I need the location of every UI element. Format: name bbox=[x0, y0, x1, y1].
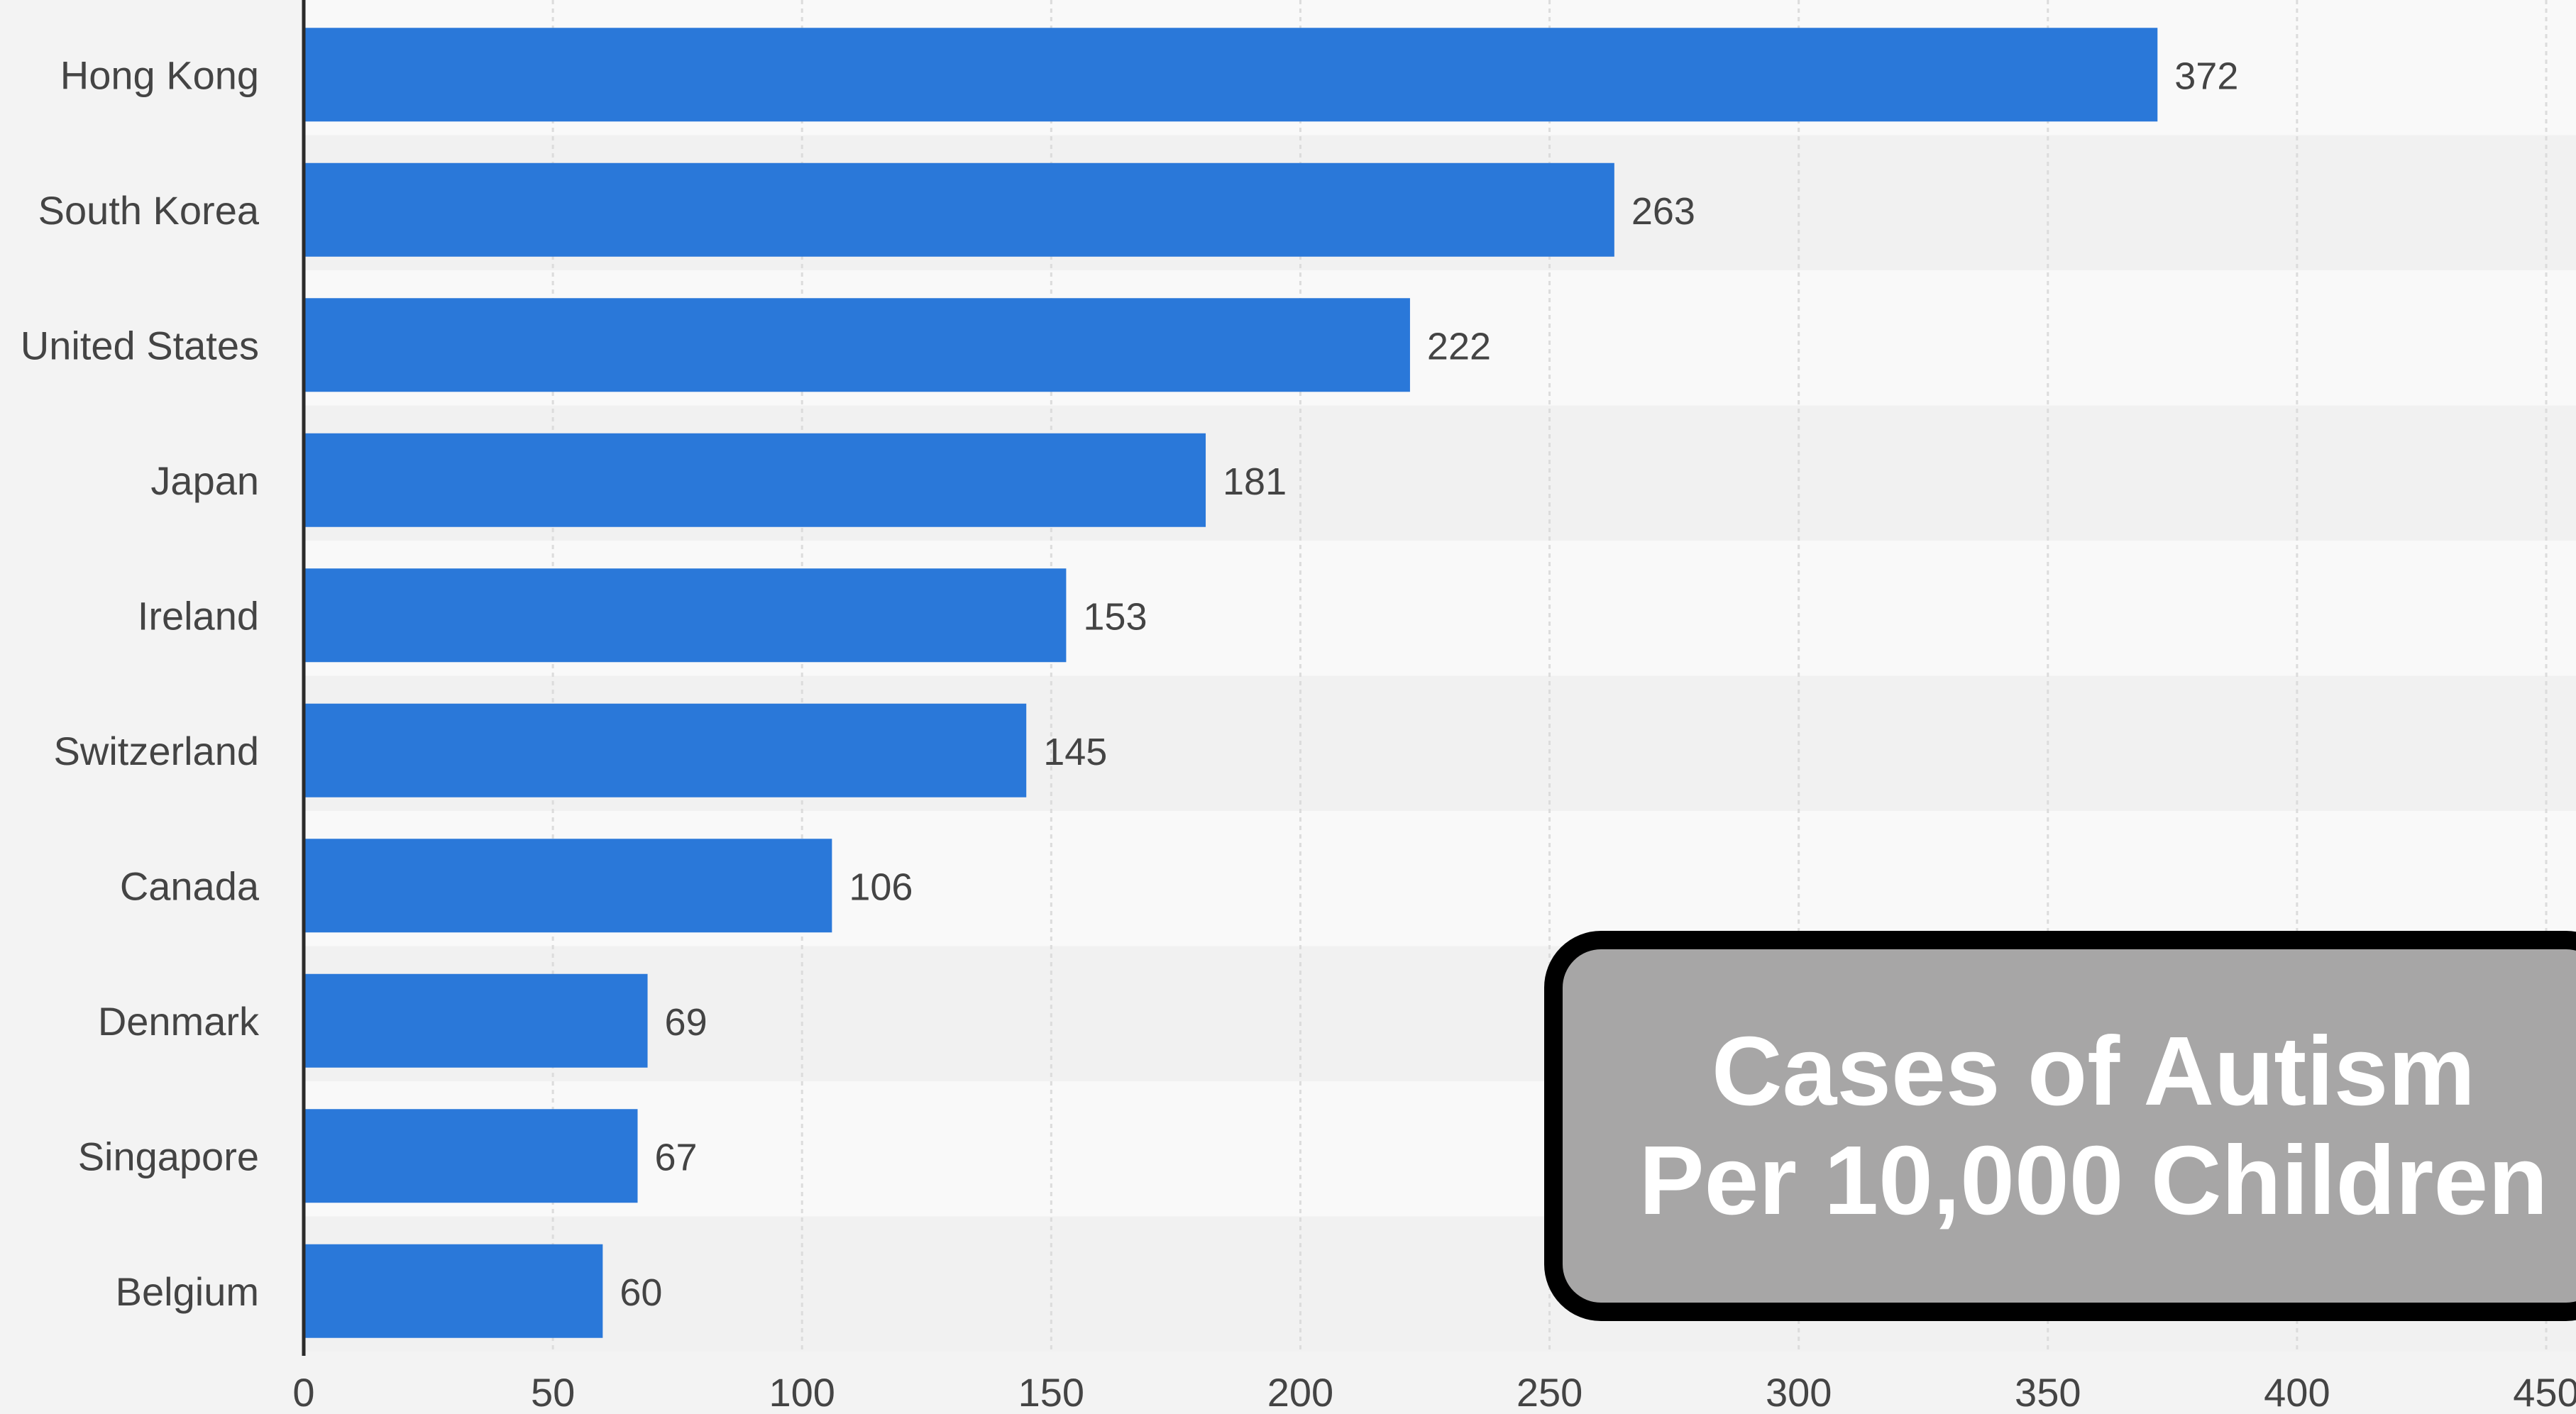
data-label: 60 bbox=[620, 1271, 662, 1314]
bar bbox=[304, 162, 1614, 257]
x-tick-label: 450 bbox=[2513, 1370, 2576, 1414]
category-label: Switzerland bbox=[54, 729, 259, 773]
x-tick-label: 300 bbox=[1766, 1370, 1832, 1414]
x-tick-label: 400 bbox=[2264, 1370, 2330, 1414]
x-tick-label: 50 bbox=[531, 1370, 575, 1414]
x-tick-label: 200 bbox=[1267, 1370, 1333, 1414]
bar bbox=[304, 298, 1410, 392]
x-tick-label: 350 bbox=[2015, 1370, 2081, 1414]
data-label: 153 bbox=[1083, 595, 1147, 638]
category-label: Denmark bbox=[98, 999, 260, 1044]
data-label: 222 bbox=[1427, 325, 1491, 368]
bar bbox=[304, 973, 648, 1068]
category-label: Ireland bbox=[138, 593, 259, 638]
data-label: 181 bbox=[1223, 460, 1287, 503]
bar bbox=[304, 703, 1027, 797]
category-label: United States bbox=[21, 323, 259, 368]
category-label: Japan bbox=[150, 458, 259, 503]
chart-caption-box: Cases of Autism Per 10,000 Children bbox=[1544, 931, 2576, 1321]
caption-line-2: Per 10,000 Children bbox=[1639, 1126, 2548, 1235]
category-label: Canada bbox=[120, 863, 260, 908]
bar bbox=[304, 1244, 603, 1338]
category-label: South Korea bbox=[38, 188, 260, 233]
bar bbox=[304, 568, 1067, 663]
caption-line-1: Cases of Autism bbox=[1711, 1017, 2476, 1126]
bar bbox=[304, 28, 2158, 122]
data-label: 106 bbox=[849, 866, 913, 908]
bar bbox=[304, 1109, 638, 1203]
data-label: 67 bbox=[654, 1136, 697, 1178]
data-label: 69 bbox=[665, 1001, 708, 1044]
category-label: Belgium bbox=[116, 1269, 259, 1314]
bar bbox=[304, 839, 832, 933]
bar bbox=[304, 433, 1206, 527]
data-label: 263 bbox=[1631, 190, 1695, 233]
x-tick-label: 150 bbox=[1018, 1370, 1084, 1414]
x-tick-label: 250 bbox=[1517, 1370, 1583, 1414]
x-tick-label: 100 bbox=[769, 1370, 835, 1414]
category-label: Hong Kong bbox=[60, 53, 259, 97]
data-label: 145 bbox=[1043, 731, 1107, 773]
category-label: Singapore bbox=[78, 1134, 259, 1178]
data-label: 372 bbox=[2174, 55, 2238, 97]
x-tick-label: 0 bbox=[292, 1370, 314, 1414]
